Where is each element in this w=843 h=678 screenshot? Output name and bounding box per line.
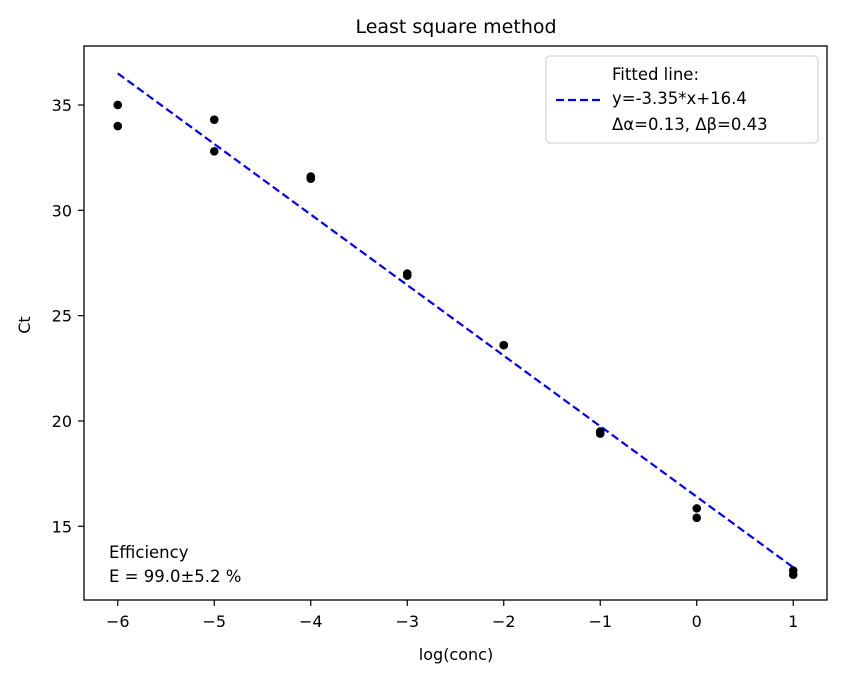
fitted-line <box>117 72 794 569</box>
legend-line-3: Δα=0.13, Δβ=0.43 <box>612 115 768 134</box>
x-tick-label: −1 <box>588 612 612 631</box>
x-tick-label: 0 <box>692 612 702 631</box>
data-point <box>402 271 412 280</box>
data-point <box>209 147 219 156</box>
y-tick-label: 35 <box>52 96 72 115</box>
x-tick-label: −6 <box>106 612 130 631</box>
x-tick-label: −3 <box>395 612 419 631</box>
data-point <box>788 570 798 580</box>
legend-box <box>545 55 819 144</box>
data-point <box>306 174 316 184</box>
annotation-line-1: Efficiency <box>109 543 189 562</box>
x-tick-label: −4 <box>299 612 323 631</box>
y-axis-label: Ct <box>15 316 34 333</box>
y-tick-label: 25 <box>52 307 72 326</box>
plot-content <box>113 72 798 580</box>
legend-line-1: Fitted line: <box>612 65 699 84</box>
data-point <box>113 121 123 131</box>
y-tick-label: 15 <box>52 517 72 536</box>
chart-title: Least square method <box>355 16 556 38</box>
data-point <box>595 429 605 438</box>
data-point <box>692 504 702 513</box>
legend-line-2: y=-3.35*x+16.4 <box>612 89 747 108</box>
x-tick-label: −5 <box>202 612 226 631</box>
axes-frame <box>83 45 828 601</box>
x-tick-label: 1 <box>788 612 798 631</box>
tick-layer: −6 −5 −4 −3 −2 −1 0 1 15 20 25 30 35 <box>52 96 799 631</box>
annotation-line-2: E = 99.0±5.2 % <box>109 567 241 586</box>
efficiency-annotation: Efficiency E = 99.0±5.2 % <box>109 543 241 586</box>
y-tick-label: 30 <box>52 201 72 220</box>
legend: Fitted line: y=-3.35*x+16.4 Δα=0.13, Δβ=… <box>545 55 819 144</box>
data-point <box>113 100 123 110</box>
x-tick-label: −2 <box>492 612 516 631</box>
data-point <box>209 115 219 125</box>
data-point <box>499 340 509 350</box>
y-tick-label: 20 <box>52 412 72 431</box>
data-point <box>692 513 702 523</box>
x-axis-label: log(conc) <box>419 645 493 664</box>
